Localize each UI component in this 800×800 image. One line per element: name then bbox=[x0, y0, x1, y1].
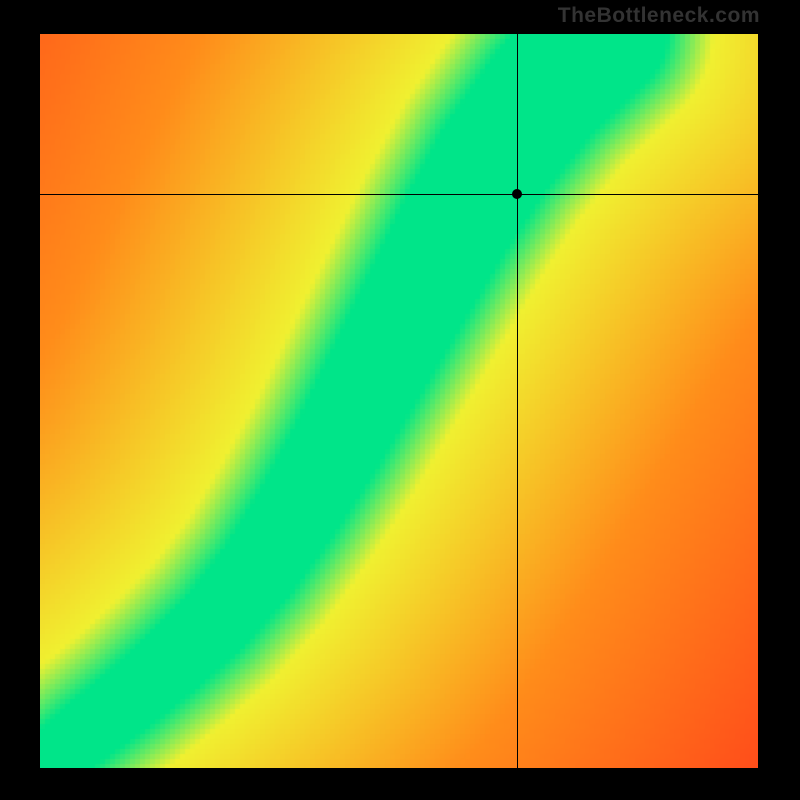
crosshair-marker bbox=[512, 189, 522, 199]
crosshair-vertical bbox=[517, 34, 518, 768]
plot-area bbox=[40, 34, 758, 768]
crosshair-horizontal bbox=[40, 194, 758, 195]
watermark-text: TheBottleneck.com bbox=[558, 4, 760, 28]
heatmap-canvas bbox=[40, 34, 758, 768]
